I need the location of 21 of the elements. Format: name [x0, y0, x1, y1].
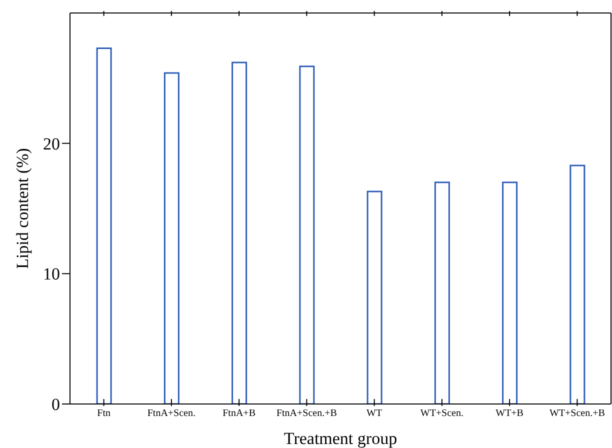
y-tick-label: 20	[43, 134, 60, 154]
x-tick-label: FtnA+B	[222, 408, 256, 419]
x-tick-label: WT+B	[496, 408, 524, 419]
bar	[96, 47, 112, 404]
x-tick-label: Ftn	[97, 408, 110, 419]
x-tick-label: WT	[366, 408, 382, 419]
y-tick-label: 10	[43, 264, 60, 284]
x-axis-title: Treatment group	[284, 429, 398, 448]
bar	[164, 72, 180, 404]
bar	[366, 190, 382, 404]
y-axis-title: Lipid content (%)	[13, 148, 32, 269]
y-tick-label: 0	[52, 395, 60, 414]
x-tick-label: FtnA+Scen.+B	[276, 408, 338, 419]
bar	[299, 66, 315, 404]
bar	[232, 62, 248, 404]
x-tick-label: FtnA+Scen.	[147, 408, 196, 419]
bar	[570, 164, 586, 404]
bar	[434, 182, 450, 404]
bar	[502, 182, 518, 404]
x-tick-label: WT+Scen.+B	[549, 408, 606, 419]
x-tick-label: WT+Scen.	[420, 408, 464, 419]
